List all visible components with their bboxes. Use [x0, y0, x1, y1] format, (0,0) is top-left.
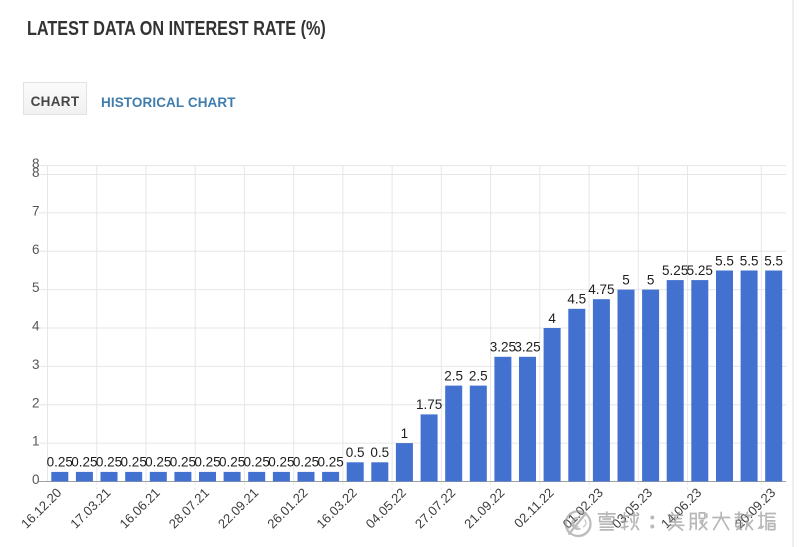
svg-text:5.5: 5.5 — [764, 253, 783, 268]
svg-text:0.25: 0.25 — [268, 455, 294, 470]
svg-text:0.25: 0.25 — [47, 455, 73, 470]
svg-text:5.25: 5.25 — [662, 263, 688, 278]
svg-text:4.5: 4.5 — [567, 292, 586, 307]
svg-text:1: 1 — [401, 426, 409, 441]
svg-text:28.07.21: 28.07.21 — [166, 485, 212, 531]
svg-text:17.03.21: 17.03.21 — [67, 485, 113, 531]
svg-text:5: 5 — [32, 280, 40, 295]
svg-text:3.25: 3.25 — [514, 340, 540, 355]
svg-text:1: 1 — [32, 434, 40, 449]
svg-text:5.25: 5.25 — [687, 263, 713, 278]
svg-text:5: 5 — [622, 272, 630, 287]
svg-text:03.05.23: 03.05.23 — [609, 485, 655, 531]
svg-text:0.25: 0.25 — [170, 455, 196, 470]
svg-text:0.25: 0.25 — [121, 455, 147, 470]
svg-text:5.5: 5.5 — [740, 253, 759, 268]
svg-text:0: 0 — [32, 472, 40, 487]
svg-text:7: 7 — [32, 203, 40, 218]
svg-text:1.75: 1.75 — [416, 397, 442, 412]
svg-text:2.5: 2.5 — [469, 368, 488, 383]
svg-text:0.5: 0.5 — [370, 445, 389, 460]
svg-text:0.25: 0.25 — [145, 455, 171, 470]
svg-text:16.03.22: 16.03.22 — [313, 485, 359, 531]
svg-text:0.25: 0.25 — [96, 455, 122, 470]
svg-text:22.09.21: 22.09.21 — [215, 485, 261, 531]
svg-text:0.5: 0.5 — [346, 445, 365, 460]
svg-text:3: 3 — [32, 357, 40, 372]
svg-text:16.06.21: 16.06.21 — [117, 485, 163, 531]
svg-text:20.09.23: 20.09.23 — [732, 485, 778, 531]
svg-text:4: 4 — [32, 319, 40, 334]
svg-text:27.07.22: 27.07.22 — [412, 485, 458, 531]
svg-text:8: 8 — [32, 156, 40, 171]
svg-text:2.5: 2.5 — [444, 368, 463, 383]
svg-text:8: 8 — [32, 165, 40, 180]
svg-text:5: 5 — [647, 272, 655, 287]
svg-text:2: 2 — [32, 395, 40, 410]
svg-text:21.09.22: 21.09.22 — [461, 485, 507, 531]
svg-text:16.12.20: 16.12.20 — [18, 485, 64, 531]
svg-text:5.5: 5.5 — [715, 253, 734, 268]
svg-text:0.25: 0.25 — [219, 455, 245, 470]
svg-text:0.25: 0.25 — [244, 455, 270, 470]
svg-text:04.05.22: 04.05.22 — [363, 485, 409, 531]
svg-text:0.25: 0.25 — [194, 455, 220, 470]
svg-text:0.25: 0.25 — [293, 455, 319, 470]
svg-text:0.25: 0.25 — [317, 455, 343, 470]
svg-text:4: 4 — [548, 311, 556, 326]
svg-text:14.06.23: 14.06.23 — [658, 485, 704, 531]
svg-text:4.75: 4.75 — [588, 282, 614, 297]
svg-text:3.25: 3.25 — [490, 340, 516, 355]
svg-text:0.25: 0.25 — [71, 455, 97, 470]
svg-text:6: 6 — [32, 242, 40, 257]
svg-text:02.11.22: 02.11.22 — [511, 485, 557, 531]
svg-text:26.01.22: 26.01.22 — [264, 485, 310, 531]
